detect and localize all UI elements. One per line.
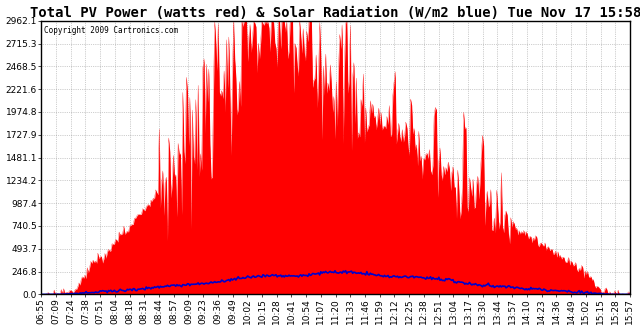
Text: Copyright 2009 Cartronics.com: Copyright 2009 Cartronics.com [44, 26, 179, 35]
Title: Total PV Power (watts red) & Solar Radiation (W/m2 blue) Tue Nov 17 15:58: Total PV Power (watts red) & Solar Radia… [30, 6, 640, 19]
